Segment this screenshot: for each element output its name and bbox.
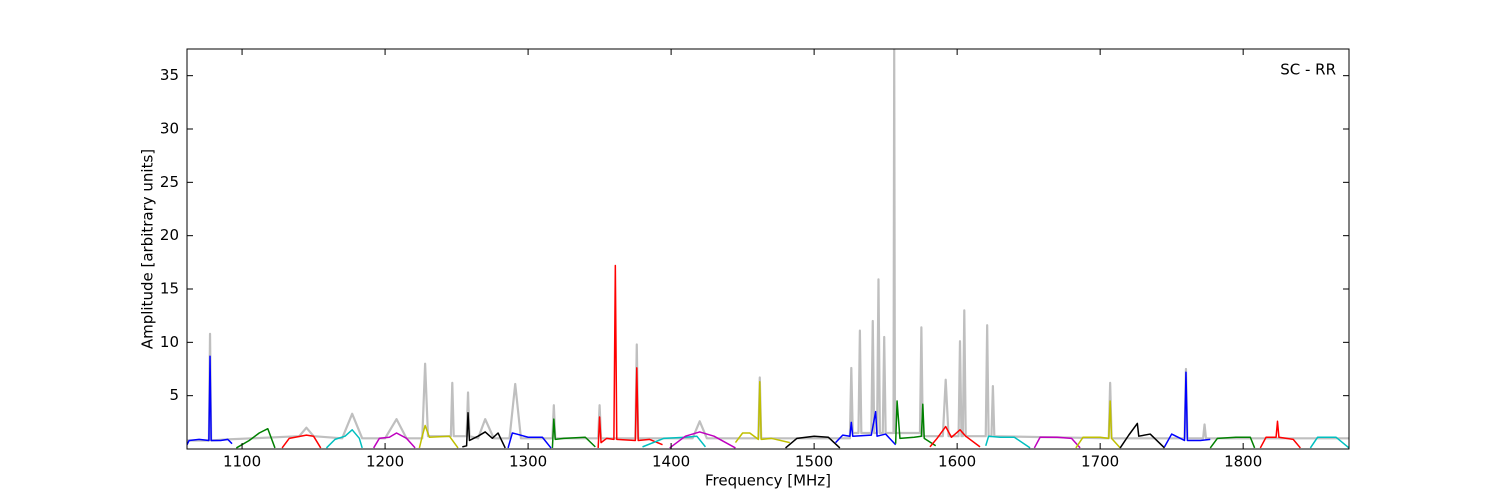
background-spectrum: [187, 49, 1349, 442]
spectrum-line: [372, 432, 416, 449]
y-tick-label: 25: [160, 173, 179, 191]
spectrum-line: [929, 425, 981, 448]
x-tick-label: 1600: [938, 453, 976, 471]
spectrum-line: [1163, 371, 1211, 448]
plot-area: [187, 49, 1349, 449]
x-tick-label: 1700: [1081, 453, 1119, 471]
spectrum-line: [551, 418, 596, 448]
spectrum-line: [785, 435, 841, 449]
spectrum-line: [507, 432, 552, 449]
spectrum-line: [1309, 436, 1349, 449]
y-tick-label: 20: [160, 226, 179, 244]
spectrum-line: [985, 435, 1031, 449]
spectrum-line: [1075, 400, 1121, 449]
spectrum-line: [1033, 436, 1081, 449]
spectrum-line: [462, 411, 506, 449]
y-tick-label: 15: [160, 280, 179, 298]
x-axis-label: Frequency [MHz]: [705, 472, 831, 490]
spectrum-line: [325, 429, 363, 449]
y-axis-label: Amplitude [arbitrary units]: [139, 149, 157, 349]
spectrum-line: [835, 410, 897, 446]
x-tick-label: 1800: [1224, 453, 1262, 471]
spectrum-line: [281, 434, 322, 449]
x-tick-label: 1500: [795, 453, 833, 471]
spectrum-line: [597, 264, 663, 448]
y-tick-label: 5: [169, 386, 179, 404]
x-tick-label: 1400: [652, 453, 690, 471]
y-tick-label: 30: [160, 120, 179, 138]
spectrum-line: [1209, 436, 1256, 449]
spectrum-line: [1259, 420, 1301, 449]
y-tick-label: 35: [160, 66, 179, 84]
spectrum-line: [642, 435, 707, 448]
spectrum-line: [187, 355, 233, 446]
x-tick-label: 1300: [509, 453, 547, 471]
spectrum-line: [235, 427, 276, 449]
spectrum-line: [1119, 422, 1166, 449]
spectrum-line: [418, 424, 459, 449]
y-tick-label: 10: [160, 333, 179, 351]
axes-frame: [186, 48, 1350, 450]
annotation: SC - RR: [1280, 61, 1336, 79]
spectrum-line: [734, 381, 790, 444]
spectrum-line: [894, 400, 937, 447]
x-tick-label: 1100: [223, 453, 261, 471]
x-tick-label: 1200: [366, 453, 404, 471]
spectrum-line: [669, 431, 736, 449]
